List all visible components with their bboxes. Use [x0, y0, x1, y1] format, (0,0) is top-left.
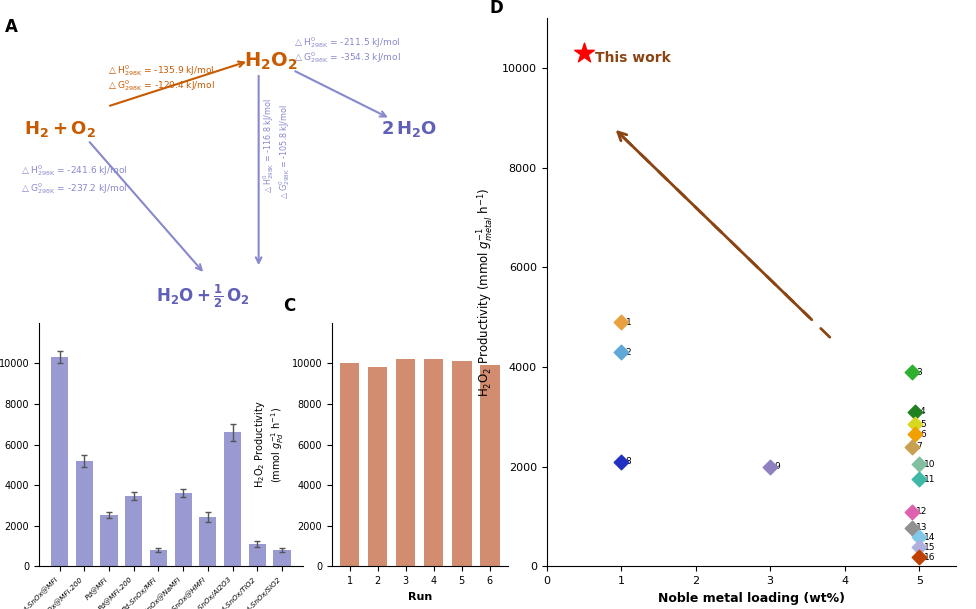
- Text: $\mathsf{\triangle H^0_{298K}}$ = -211.5 kJ/mol: $\mathsf{\triangle H^0_{298K}}$ = -211.5…: [293, 35, 400, 50]
- Y-axis label: H$_2$O$_2$ Productivity
(mmol $g_{Pd}^{-1}$ h$^{-1}$): H$_2$O$_2$ Productivity (mmol $g_{Pd}^{-…: [253, 401, 286, 488]
- X-axis label: Run: Run: [408, 592, 431, 602]
- Text: A: A: [5, 18, 18, 37]
- X-axis label: Noble metal loading (wt%): Noble metal loading (wt%): [658, 592, 845, 605]
- Bar: [424, 359, 443, 566]
- Text: 12: 12: [916, 507, 927, 516]
- Point: [904, 507, 919, 516]
- Text: 13: 13: [916, 523, 928, 532]
- Point: [613, 317, 629, 327]
- Text: This work: This work: [595, 51, 671, 65]
- Text: D: D: [489, 0, 503, 17]
- Text: $\mathsf{\triangle G^0_{298K}}$ = -354.3 kJ/mol: $\mathsf{\triangle G^0_{298K}}$ = -354.3…: [293, 51, 401, 65]
- Text: $\mathsf{\triangle H^0_{298K}}$ = -135.9 kJ/mol: $\mathsf{\triangle H^0_{298K}}$ = -135.9…: [107, 63, 215, 77]
- Point: [762, 462, 778, 471]
- Point: [908, 420, 923, 429]
- Point: [912, 474, 927, 484]
- Point: [912, 459, 927, 469]
- Text: 14: 14: [923, 533, 935, 542]
- Point: [912, 552, 927, 562]
- Text: 8: 8: [626, 457, 631, 466]
- Text: $\bf{H_2O + \frac{1}{2}\,O_2}$: $\bf{H_2O + \frac{1}{2}\,O_2}$: [156, 282, 250, 309]
- Text: 16: 16: [923, 553, 935, 562]
- Point: [912, 543, 927, 552]
- Text: 4: 4: [920, 407, 925, 417]
- Text: 3: 3: [916, 368, 922, 376]
- Point: [912, 533, 927, 543]
- Text: 10: 10: [923, 460, 935, 469]
- Point: [908, 407, 923, 417]
- Text: $\mathsf{\triangle G^0_{298K}}$ = -237.2 kJ/mol: $\mathsf{\triangle G^0_{298K}}$ = -237.2…: [20, 181, 127, 196]
- Bar: [340, 364, 359, 566]
- Point: [904, 442, 919, 452]
- Bar: [224, 432, 241, 566]
- Bar: [396, 359, 416, 566]
- Text: 7: 7: [916, 442, 922, 451]
- Text: $\mathsf{\triangle G^0_{298K}}$ = -105.8 kJ/mol: $\mathsf{\triangle G^0_{298K}}$ = -105.8…: [277, 104, 292, 200]
- Text: 9: 9: [775, 462, 781, 471]
- Text: $\bf{H_2 + O_2}$: $\bf{H_2 + O_2}$: [24, 119, 97, 139]
- Bar: [199, 516, 217, 566]
- Bar: [480, 365, 500, 566]
- Point: [613, 457, 629, 466]
- Text: 2: 2: [626, 348, 631, 357]
- Text: 1: 1: [626, 318, 631, 326]
- Bar: [125, 496, 142, 566]
- Bar: [273, 550, 291, 566]
- Text: $\bf{2\,H_2O}$: $\bf{2\,H_2O}$: [381, 119, 437, 139]
- Bar: [51, 357, 68, 566]
- Bar: [76, 461, 93, 566]
- Text: 11: 11: [923, 474, 935, 484]
- Text: 15: 15: [923, 543, 935, 552]
- Point: [904, 523, 919, 532]
- Point: [908, 429, 923, 439]
- Bar: [249, 544, 265, 566]
- Text: C: C: [283, 297, 295, 315]
- Bar: [149, 550, 167, 566]
- Point: [576, 48, 591, 58]
- Text: $\bf{H_2O_2}$: $\bf{H_2O_2}$: [244, 51, 298, 72]
- Text: 5: 5: [920, 420, 925, 429]
- Point: [904, 367, 919, 377]
- Text: $\mathsf{\triangle H^0_{298K}}$ = -241.6 kJ/mol: $\mathsf{\triangle H^0_{298K}}$ = -241.6…: [20, 163, 127, 178]
- Text: $\mathsf{\triangle G^0_{298K}}$ = -120.4 kJ/mol: $\mathsf{\triangle G^0_{298K}}$ = -120.4…: [107, 78, 216, 93]
- Text: 6: 6: [920, 430, 925, 439]
- Bar: [452, 361, 471, 566]
- Y-axis label: H$_2$O$_2$ Productivity (mmol $g_{metal}^{-1}$ h$^{-1}$): H$_2$O$_2$ Productivity (mmol $g_{metal}…: [476, 188, 496, 397]
- Point: [613, 347, 629, 357]
- Text: $\mathsf{\triangle H^0_{298K}}$ = -116.8 kJ/mol: $\mathsf{\triangle H^0_{298K}}$ = -116.8…: [262, 98, 276, 194]
- Bar: [175, 493, 192, 566]
- Bar: [368, 367, 387, 566]
- Bar: [101, 515, 118, 566]
